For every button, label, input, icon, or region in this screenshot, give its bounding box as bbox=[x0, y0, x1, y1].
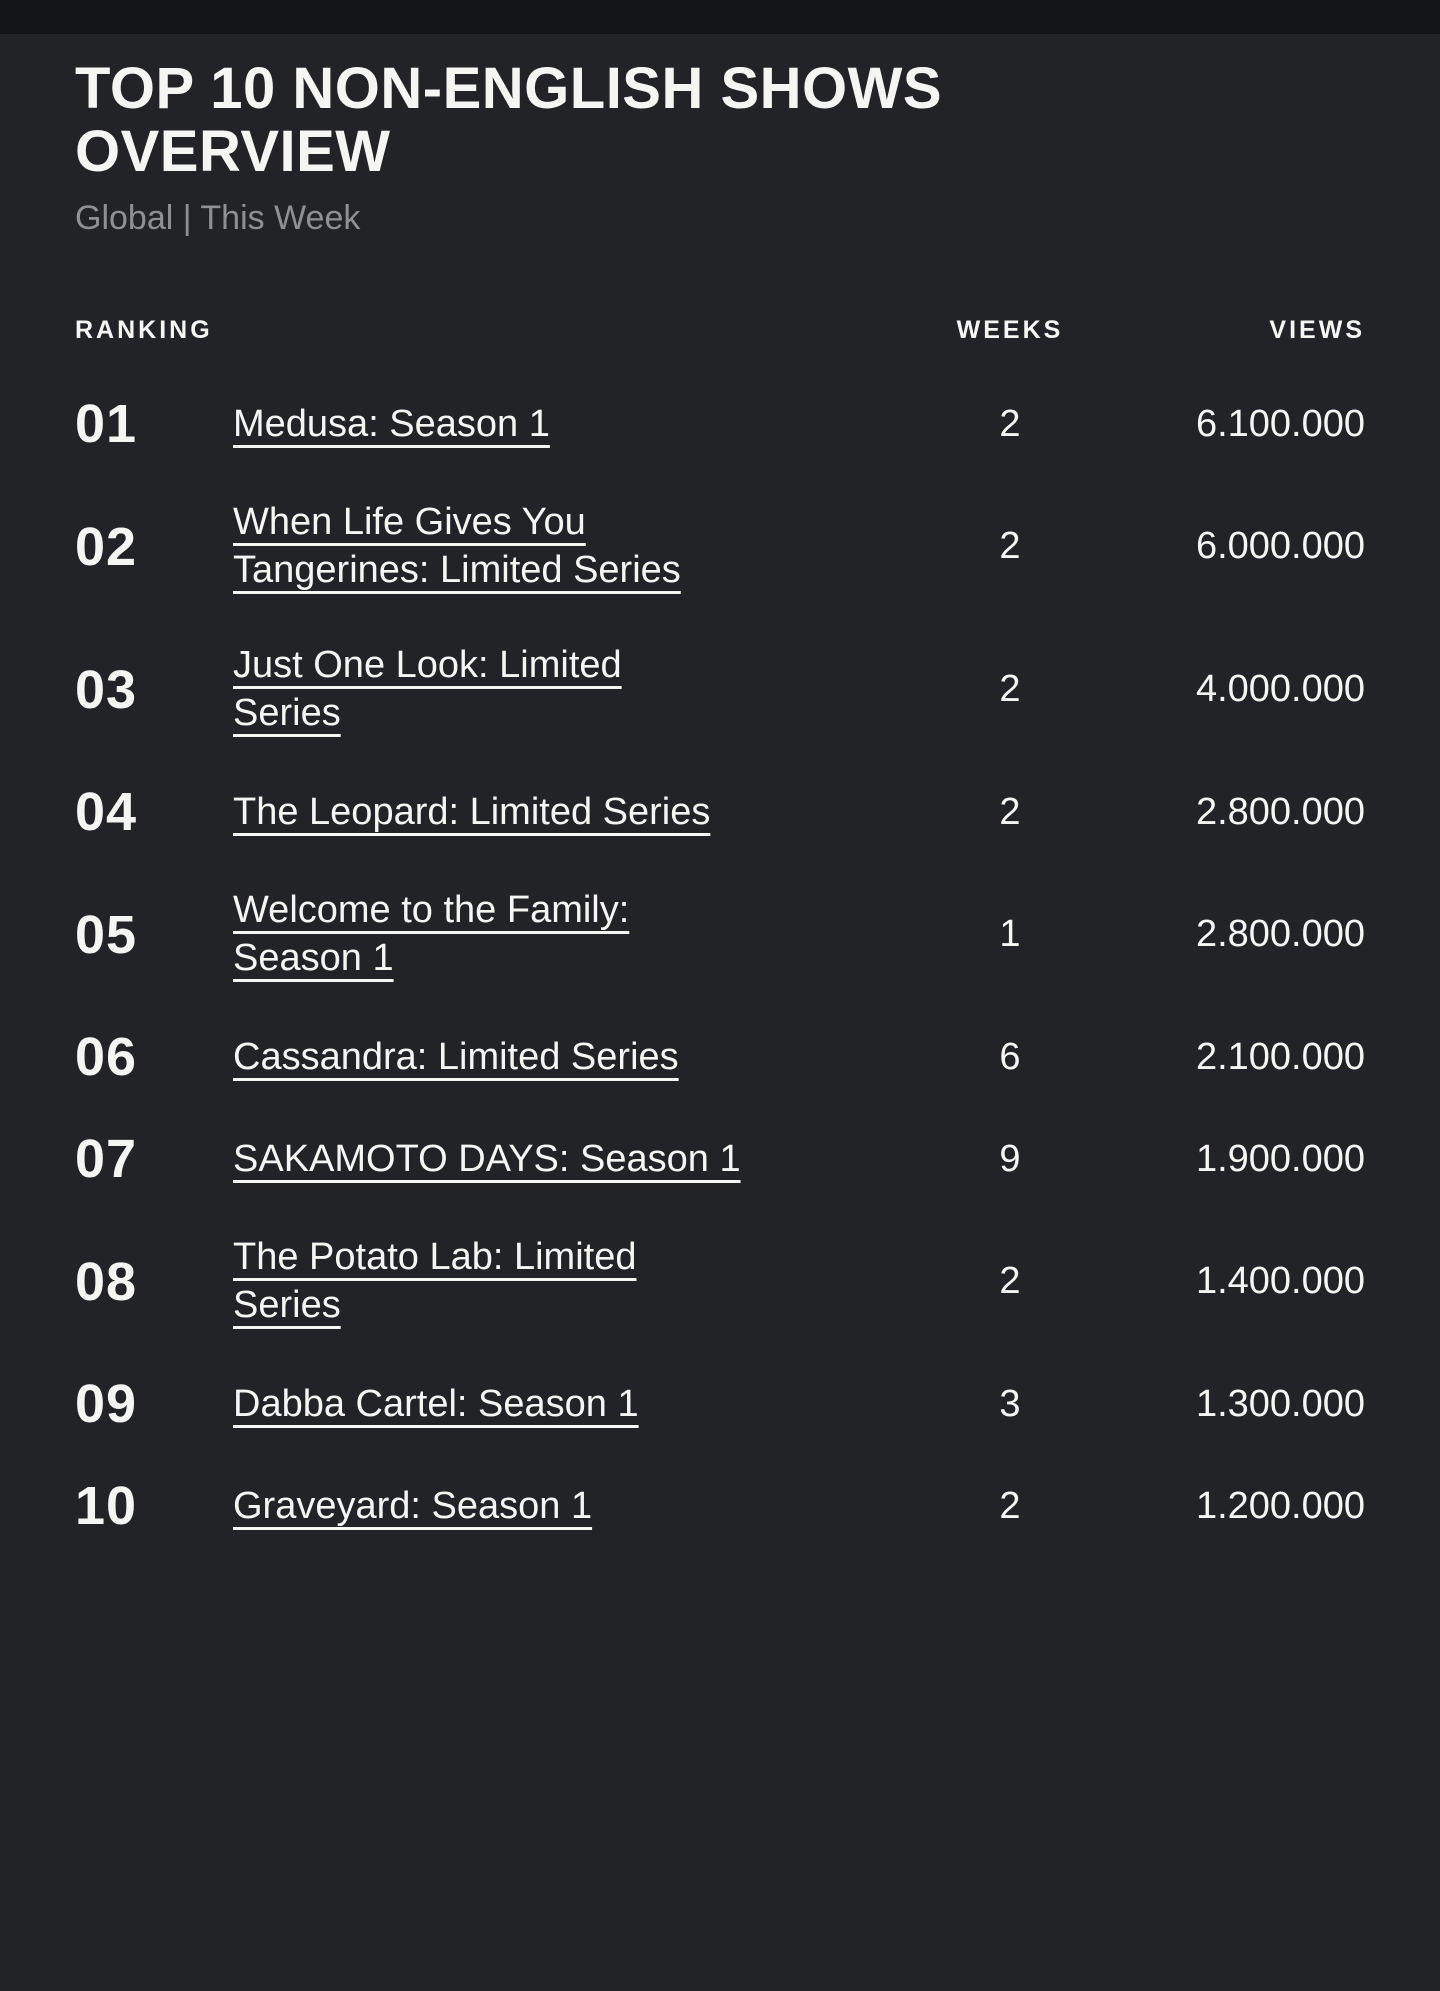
weeks-value: 2 bbox=[999, 668, 1021, 711]
rank-number: 05 bbox=[75, 904, 138, 965]
views-value: 2.800.000 bbox=[1195, 790, 1365, 833]
table-row: 07 SAKAMOTO DAYS: Season 1 9 1.900.000 bbox=[75, 1132, 1365, 1186]
rank-number: 10 bbox=[75, 1476, 138, 1537]
top-bar bbox=[0, 0, 1440, 34]
views-value: 1.300.000 bbox=[1195, 1382, 1365, 1425]
table-row: 10 Graveyard: Season 1 2 1.200.000 bbox=[75, 1479, 1365, 1533]
weeks-value: 2 bbox=[999, 525, 1021, 568]
page-subtitle: Global | This Week bbox=[75, 199, 361, 238]
table-header: RANKING WEEKS VIEWS bbox=[75, 316, 1365, 345]
show-title-link[interactable]: The Leopard: Limited Series bbox=[233, 790, 711, 833]
show-title-link[interactable]: Cassandra: Limited Series bbox=[233, 1035, 679, 1078]
show-title-link[interactable]: Just One Look: Limited Series bbox=[233, 644, 622, 734]
column-header-ranking: RANKING bbox=[75, 316, 213, 345]
table-row: 02 When Life Gives You Tangerines: Limit… bbox=[75, 499, 1365, 594]
show-title-link[interactable]: Graveyard: Season 1 bbox=[233, 1484, 593, 1527]
rank-number: 02 bbox=[75, 516, 138, 577]
rank-number: 04 bbox=[75, 782, 138, 843]
weeks-value: 3 bbox=[999, 1382, 1021, 1425]
weeks-value: 9 bbox=[999, 1137, 1021, 1180]
weeks-value: 2 bbox=[999, 1260, 1021, 1303]
show-title-link[interactable]: Dabba Cartel: Season 1 bbox=[233, 1382, 639, 1425]
show-title-link[interactable]: When Life Gives You Tangerines: Limited … bbox=[233, 501, 681, 591]
table-row: 05 Welcome to the Family: Season 1 1 2.8… bbox=[75, 887, 1365, 982]
table-row: 03 Just One Look: Limited Series 2 4.000… bbox=[75, 642, 1365, 737]
rank-number: 01 bbox=[75, 394, 138, 455]
views-value: 1.400.000 bbox=[1195, 1260, 1365, 1303]
table-row: 04 The Leopard: Limited Series 2 2.800.0… bbox=[75, 785, 1365, 839]
top10-table-body: 01 Medusa: Season 1 2 6.100.000 02 When … bbox=[75, 397, 1365, 1533]
rank-number: 09 bbox=[75, 1374, 138, 1435]
table-row: 06 Cassandra: Limited Series 6 2.100.000 bbox=[75, 1030, 1365, 1084]
weeks-value: 2 bbox=[999, 402, 1021, 445]
table-row: 09 Dabba Cartel: Season 1 3 1.300.000 bbox=[75, 1377, 1365, 1431]
table-row: 01 Medusa: Season 1 2 6.100.000 bbox=[75, 397, 1365, 451]
views-value: 2.100.000 bbox=[1195, 1035, 1365, 1078]
show-title-link[interactable]: Medusa: Season 1 bbox=[233, 402, 550, 445]
views-value: 2.800.000 bbox=[1195, 913, 1365, 956]
page-title: TOP 10 NON-ENGLISH SHOWS OVERVIEW bbox=[75, 56, 943, 184]
rank-number: 03 bbox=[75, 659, 138, 720]
rank-number: 07 bbox=[75, 1129, 138, 1190]
show-title-link[interactable]: SAKAMOTO DAYS: Season 1 bbox=[233, 1137, 741, 1180]
table-row: 08 The Potato Lab: Limited Series 2 1.40… bbox=[75, 1234, 1365, 1329]
views-value: 1.900.000 bbox=[1195, 1137, 1365, 1180]
show-title-link[interactable]: The Potato Lab: Limited Series bbox=[233, 1236, 637, 1326]
column-header-weeks: WEEKS bbox=[956, 316, 1064, 345]
weeks-value: 2 bbox=[999, 1484, 1021, 1527]
views-value: 6.000.000 bbox=[1195, 525, 1365, 568]
rank-number: 06 bbox=[75, 1027, 138, 1088]
show-title-link[interactable]: Welcome to the Family: Season 1 bbox=[233, 889, 630, 979]
weeks-value: 6 bbox=[999, 1035, 1021, 1078]
top10-overview-page: TOP 10 NON-ENGLISH SHOWS OVERVIEW Global… bbox=[0, 34, 1440, 1533]
weeks-value: 1 bbox=[999, 913, 1021, 956]
weeks-value: 2 bbox=[999, 790, 1021, 833]
views-value: 1.200.000 bbox=[1195, 1484, 1365, 1527]
views-value: 6.100.000 bbox=[1195, 402, 1365, 445]
column-header-views: VIEWS bbox=[1269, 316, 1365, 345]
rank-number: 08 bbox=[75, 1251, 138, 1312]
views-value: 4.000.000 bbox=[1195, 668, 1365, 711]
